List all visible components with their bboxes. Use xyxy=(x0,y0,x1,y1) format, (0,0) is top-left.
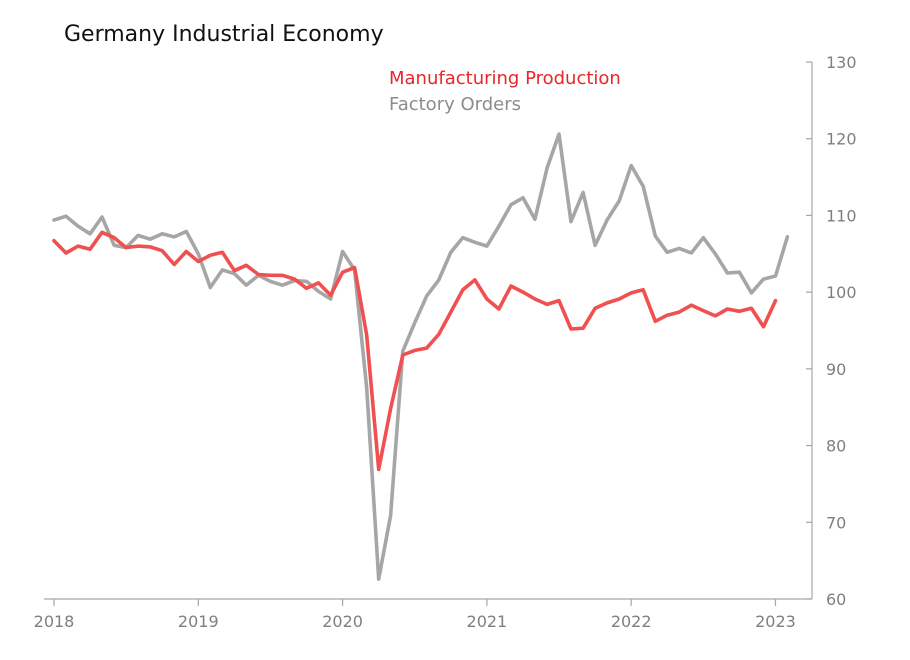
chart-title: Germany Industrial Economy xyxy=(64,22,384,47)
legend-factory-orders: Factory Orders xyxy=(389,94,522,115)
x-tick-label: 2023 xyxy=(755,612,796,631)
x-tick-label: 2018 xyxy=(34,612,75,631)
series-line-factory-orders xyxy=(52,132,790,581)
x-tick-label: 2022 xyxy=(611,612,652,631)
y-tick-label: 60 xyxy=(826,590,846,609)
y-tick-label: 120 xyxy=(826,130,857,149)
axes: 60 70 80 90 100 110 120 130 2018 2019 2020 2021 2022… xyxy=(34,53,857,631)
y-tick-label: 90 xyxy=(826,360,846,379)
plot-area xyxy=(52,132,790,581)
y-tick-label: 100 xyxy=(826,283,857,302)
x-tick-label: 2019 xyxy=(178,612,219,631)
y-tick-label: 80 xyxy=(826,437,846,456)
x-tick-label: 2021 xyxy=(467,612,508,631)
y-tick-label: 70 xyxy=(826,513,846,532)
legend-manufacturing-production: Manufacturing Production xyxy=(389,68,621,89)
x-tick-label: 2020 xyxy=(322,612,363,631)
y-tick-label: 110 xyxy=(826,206,857,225)
y-tick-label: 130 xyxy=(826,53,857,72)
series-line-manufacturing-production xyxy=(52,230,778,472)
